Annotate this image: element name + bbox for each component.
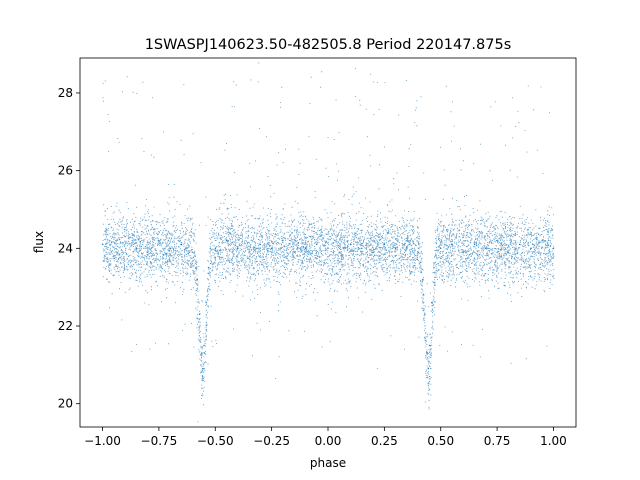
data-point: [518, 243, 521, 246]
data-point: [424, 313, 426, 316]
data-point: [383, 243, 386, 246]
y-tick-label: 26: [58, 164, 73, 178]
data-point: [530, 247, 532, 250]
data-point: [282, 239, 284, 242]
data-point: [316, 243, 318, 246]
y-tick-label: 24: [58, 241, 73, 255]
chart-title: 1SWASPJ140623.50-482505.8 Period 220147.…: [145, 37, 512, 53]
data-point: [248, 251, 250, 253]
y-axis-ticks: 20 22 24 26 28: [58, 86, 80, 411]
x-tick-label: 0.75: [484, 434, 511, 448]
x-tick-label: 0.00: [315, 434, 342, 448]
data-point: [225, 239, 228, 242]
data-point: [113, 255, 115, 257]
data-point: [203, 344, 205, 347]
data-point: [552, 247, 555, 250]
data-point: [304, 247, 307, 250]
data-point: [259, 243, 262, 246]
data-point: [440, 247, 442, 250]
data-point: [473, 243, 476, 246]
x-tick-label: −0.50: [197, 434, 234, 448]
x-tick-label: 0.50: [427, 434, 454, 448]
x-tick-label: −1.00: [84, 434, 121, 448]
data-point: [198, 313, 201, 316]
x-axis-ticks: −1.00 −0.75 −0.50 −0.25 0.00 0.25 0.50 0.75 1.00: [84, 427, 567, 448]
x-tick-label: 0.25: [371, 434, 398, 448]
data-point: [485, 247, 487, 250]
data-point: [101, 243, 104, 246]
y-tick-label: 20: [58, 397, 73, 411]
data-point: [428, 344, 431, 347]
data-point: [372, 251, 374, 253]
data-point: [196, 278, 198, 281]
data-point: [361, 247, 363, 250]
x-tick-label: 1.00: [540, 434, 567, 448]
flux-points-cloud: [102, 62, 555, 423]
data-point: [394, 247, 397, 250]
data-point: [426, 352, 428, 354]
data-point: [406, 239, 408, 242]
data-point: [214, 247, 216, 250]
data-point: [158, 239, 160, 242]
data-point: [338, 251, 340, 253]
data-point: [431, 302, 433, 304]
y-tick-label: 28: [58, 86, 73, 100]
data-point: [293, 251, 295, 253]
data-point: [496, 239, 498, 242]
data-point: [451, 243, 453, 246]
data-point: [207, 267, 210, 269]
data-point: [169, 247, 171, 250]
data-point: [270, 247, 273, 250]
x-axis-label: phase: [310, 456, 346, 470]
data-point: [237, 247, 239, 250]
data-point: [507, 251, 510, 253]
data-point: [327, 247, 329, 250]
y-tick-label: 22: [58, 319, 73, 333]
data-point: [192, 251, 194, 253]
data-point: [202, 368, 204, 370]
data-point: [124, 235, 126, 238]
data-point: [462, 251, 464, 253]
data-point: [433, 267, 435, 269]
x-tick-label: −0.75: [141, 434, 178, 448]
plot-frame: [79, 57, 577, 428]
data-points: [101, 62, 555, 423]
data-point: [427, 368, 430, 370]
data-point: [146, 251, 149, 253]
data-point: [349, 243, 352, 246]
data-point: [180, 243, 183, 246]
data-point: [417, 251, 419, 253]
data-point: [421, 278, 424, 281]
data-point: [201, 352, 203, 354]
x-tick-label: −0.25: [253, 434, 290, 448]
data-point: [135, 247, 138, 250]
y-axis-label: flux: [32, 231, 46, 253]
data-point: [541, 239, 543, 242]
data-point: [205, 302, 207, 304]
